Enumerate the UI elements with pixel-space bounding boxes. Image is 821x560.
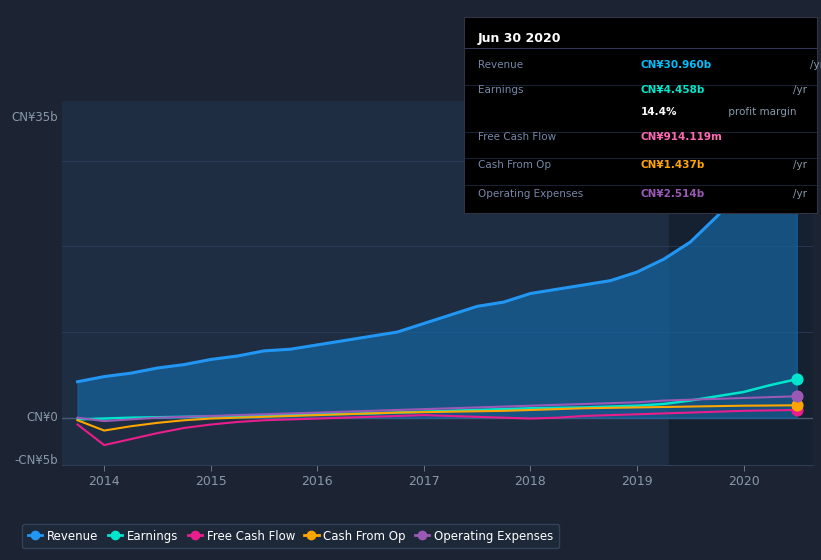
Text: -CN¥5b: -CN¥5b: [14, 454, 57, 467]
Text: /yr: /yr: [793, 189, 807, 199]
Bar: [669, 101, 813, 465]
Point: [791, 148, 804, 157]
Text: Operating Expenses: Operating Expenses: [478, 189, 583, 199]
Text: CN¥1.437b: CN¥1.437b: [640, 160, 704, 170]
Text: CN¥914.119m: CN¥914.119m: [640, 133, 722, 142]
Text: /yr: /yr: [793, 86, 807, 95]
Text: CN¥2.514b: CN¥2.514b: [640, 189, 704, 199]
Text: /yr: /yr: [793, 160, 807, 170]
Point: [791, 405, 804, 414]
Text: /yr: /yr: [810, 60, 821, 70]
Text: CN¥35b: CN¥35b: [11, 111, 57, 124]
Text: Earnings: Earnings: [478, 86, 524, 95]
Point: [791, 401, 804, 410]
Point: [791, 392, 804, 401]
Text: Jun 30 2020: Jun 30 2020: [478, 32, 562, 45]
Text: Cash From Op: Cash From Op: [478, 160, 551, 170]
Text: CN¥30.960b: CN¥30.960b: [640, 60, 712, 70]
Text: Revenue: Revenue: [478, 60, 523, 70]
Text: profit margin: profit margin: [725, 107, 796, 117]
Text: Free Cash Flow: Free Cash Flow: [478, 133, 556, 142]
Text: 14.4%: 14.4%: [640, 107, 677, 117]
Point: [791, 375, 804, 384]
Text: CN¥4.458b: CN¥4.458b: [640, 86, 704, 95]
Legend: Revenue, Earnings, Free Cash Flow, Cash From Op, Operating Expenses: Revenue, Earnings, Free Cash Flow, Cash …: [22, 524, 559, 548]
Text: CN¥0: CN¥0: [26, 411, 57, 424]
